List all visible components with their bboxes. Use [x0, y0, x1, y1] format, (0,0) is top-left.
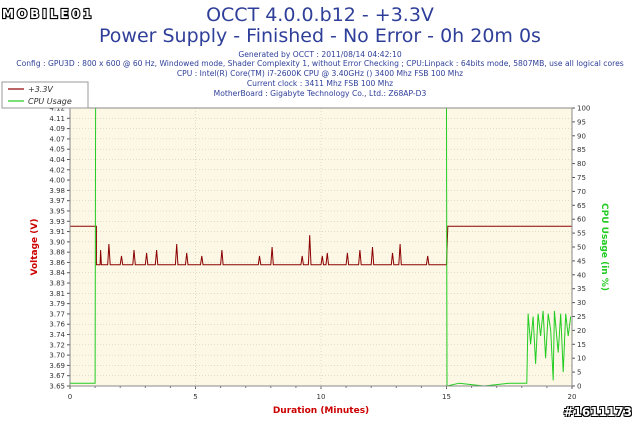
- info-clock: Current clock : 3411 Mhz FSB 100 Mhz: [246, 79, 394, 88]
- right-tick-label: 20: [577, 327, 586, 335]
- left-tick-label: 3.97: [49, 197, 65, 205]
- info-generated: Generated by OCCT : 2011/08/14 04:42:10: [238, 50, 402, 59]
- series-line-cpu: [70, 107, 572, 387]
- right-tick-label: 45: [577, 257, 586, 265]
- right-tick-label: 90: [577, 132, 586, 140]
- left-tick-label: 3.69: [49, 362, 65, 370]
- right-tick-label: 15: [577, 341, 586, 349]
- right-tick-label: 25: [577, 313, 586, 321]
- left-tick-label: 3.72: [49, 341, 65, 349]
- legend: +3.3V CPU Usage: [1, 81, 89, 109]
- left-tick-label: 3.91: [49, 228, 65, 236]
- left-tick-label: 4.05: [49, 146, 65, 154]
- right-tick-label: 95: [577, 118, 586, 126]
- x-tick-label: 0: [68, 393, 72, 401]
- x-tick-label: 5: [193, 393, 197, 401]
- left-tick-label: 3.90: [49, 238, 65, 246]
- left-tick-label: 3.76: [49, 321, 65, 329]
- info-cpu: CPU : Intel(R) Core(TM) i7-2600K CPU @ 3…: [176, 69, 464, 78]
- left-tick-label: 3.77: [49, 310, 65, 318]
- left-tick-label: 4.07: [49, 135, 65, 143]
- right-tick-label: 100: [577, 105, 590, 113]
- x-tick-label: 20: [568, 393, 577, 401]
- left-tick-label: 3.81: [49, 290, 65, 298]
- watermark: #1611173: [563, 405, 632, 419]
- mobile01-logo-graphic: MOBILE01: [1, 6, 94, 22]
- page-title: OCCT 4.0.0.b12 - +3.3V: [206, 4, 434, 26]
- series-layer: [70, 107, 572, 387]
- mobile01-logo: MOBILE01: [1, 4, 150, 24]
- right-tick-label: 5: [577, 369, 581, 377]
- right-tick-label: 55: [577, 230, 586, 238]
- left-tick-label: 3.95: [49, 207, 65, 215]
- left-tick-label: 4.00: [49, 177, 65, 185]
- right-tick-label: 35: [577, 285, 586, 293]
- right-tick-label: 0: [577, 383, 581, 391]
- left-tick-label: 4.09: [49, 125, 65, 133]
- right-tick-label: 30: [577, 299, 586, 307]
- left-tick-label: 4.11: [49, 115, 65, 123]
- legend-label-voltage: +3.3V: [28, 85, 53, 94]
- left-tick-label: 3.83: [49, 280, 65, 288]
- right-tick-label: 85: [577, 146, 586, 154]
- right-tick-label: 50: [577, 244, 586, 252]
- left-tick-label: 3.93: [49, 218, 65, 226]
- right-tick-label: 40: [577, 271, 586, 279]
- left-tick-label: 3.67: [49, 372, 65, 380]
- left-tick-label: 3.79: [49, 300, 65, 308]
- info-config: Config : GPU3D : 800 x 600 @ 60 Hz, Wind…: [16, 59, 624, 68]
- legend-label-cpu: CPU Usage: [28, 97, 72, 106]
- legend-box: [1, 81, 89, 109]
- left-tick-label: 3.88: [49, 249, 65, 257]
- x-tick-label: 15: [442, 393, 451, 401]
- y-axis-title: Voltage (V): [30, 219, 40, 276]
- y2-axis-title: CPU Usage (in %): [599, 203, 609, 291]
- page-subtitle: Power Supply - Finished - No Error - 0h …: [99, 25, 541, 47]
- left-tick-label: 3.84: [49, 269, 65, 277]
- left-tick-label: 3.70: [49, 352, 65, 360]
- x-axis: 0 5 10 15 20: [68, 386, 577, 401]
- right-tick-label: 70: [577, 188, 586, 196]
- x-axis-title: Duration (Minutes): [273, 406, 369, 416]
- info-motherboard: MotherBoard : Gigabyte Technology Co., L…: [213, 89, 427, 98]
- plot-frame: [69, 107, 573, 387]
- x-tick-label: 10: [317, 393, 326, 401]
- right-tick-label: 75: [577, 174, 586, 182]
- left-tick-label: 3.65: [49, 383, 65, 391]
- right-tick-label: 80: [577, 160, 586, 168]
- right-axis: 0 5 10 15 20 25 30 35 40 45 50 55 60 65 70 75 80 85 90 95 10…: [572, 105, 590, 391]
- left-axis: 3.65 3.67 3.69 3.70 3.72 3.74 3.76 3.77 3.79 3.81…: [49, 105, 70, 391]
- right-tick-label: 10: [577, 355, 586, 363]
- left-tick-label: 3.74: [49, 331, 65, 339]
- logo-text: MOBILE01: [2, 7, 94, 21]
- left-tick-label: 3.86: [49, 259, 65, 267]
- series-line-voltage: [70, 225, 572, 266]
- left-tick-label: 4.04: [49, 156, 65, 164]
- right-tick-label: 60: [577, 216, 586, 224]
- left-tick-label: 4.02: [49, 166, 65, 174]
- right-tick-label: 65: [577, 202, 586, 210]
- left-tick-label: 3.98: [49, 187, 65, 195]
